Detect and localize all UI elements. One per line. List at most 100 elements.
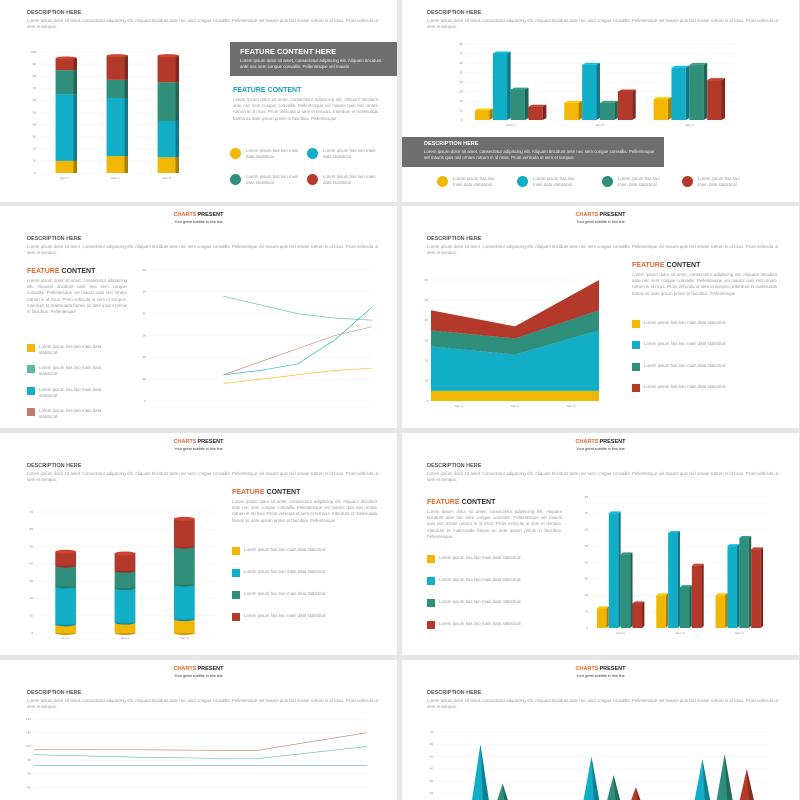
bar-top (727, 544, 740, 547)
line (33, 746, 368, 760)
x-tick-label: Item 2 (676, 631, 685, 635)
y-tick-label: 20 (585, 593, 589, 597)
bar-top (715, 593, 728, 596)
legend-icon (427, 621, 435, 629)
bar-side (665, 593, 669, 628)
x-tick-label: Item 2 (511, 404, 520, 408)
slide-header: CHARTSPRESENT (0, 666, 397, 672)
x-tick-label: Item 3 (735, 631, 744, 635)
bar-side (124, 79, 128, 98)
header-subtitle: Your great subtitle in this line (174, 220, 223, 224)
y-tick-label: 10 (585, 609, 589, 613)
legend-icon (27, 344, 35, 352)
slide: CHARTSPRESENT Your great subtitle in this… (402, 206, 799, 428)
cone (694, 759, 711, 800)
bar-top (600, 100, 618, 103)
bar-side (507, 51, 511, 120)
x-tick-label: Item 1 (61, 636, 70, 640)
legend-text: Lorem ipsum has two main data statistica… (644, 320, 726, 325)
chart: 0 10 20 30 40 50 60 70 80 90 100 Item 1 Item 2 Item 3 (31, 50, 192, 180)
bar-segment (55, 58, 74, 71)
y-tick-label: 50 (430, 754, 434, 758)
bar-top (582, 62, 600, 65)
y-tick-label: 0 (31, 631, 33, 635)
slide: CHARTSPRESENT Your great subtitle in this… (402, 433, 799, 655)
bar-side (736, 544, 740, 628)
y-tick-label: 70 (585, 511, 589, 515)
y-tick-label: 60 (30, 527, 34, 531)
description-text: Lorem ipsum dolor sit amet, consectetur … (27, 471, 379, 483)
y-tick-label: 80 (585, 495, 589, 499)
legend-icon (232, 613, 240, 621)
y-tick-label: 140 (26, 717, 31, 721)
bar-top (510, 87, 529, 90)
legend-text: Lorem ipsum has two main data statistica… (244, 569, 326, 574)
info-box: DESCRIPTION HERE Lorem ipsum dolor sit am… (402, 137, 664, 167)
cone-shade (502, 783, 508, 800)
line (223, 326, 373, 376)
chart: 0 10 20 30 40 50 60 70 80 Item 1 Item 2 Item 3 (460, 42, 734, 127)
bar-top (707, 78, 726, 81)
feature-rest: CONTENT (461, 499, 496, 506)
legend-text: Lorem ipsum has two main data statistica… (244, 591, 326, 596)
bar-side (542, 104, 547, 120)
bar-side (618, 511, 621, 628)
line (34, 732, 368, 751)
bar-top (680, 585, 692, 588)
y-tick-label: 70 (30, 510, 34, 514)
bar-segment (173, 584, 195, 620)
bar (653, 99, 668, 120)
feature-accent: FEATURE (632, 262, 665, 269)
y-tick-label: 10 (425, 379, 429, 383)
description-title: DESCRIPTION HERE (427, 690, 482, 696)
bar-top (620, 552, 633, 555)
y-tick-label: 0 (34, 171, 36, 175)
x-tick-label: Item 2 (111, 176, 120, 180)
header-accent: CHARTS (575, 439, 599, 445)
description-title: DESCRIPTION HERE (27, 10, 82, 16)
feature-title: FEATURE CONTENT (27, 268, 95, 275)
y-tick-label: 30 (33, 134, 37, 138)
area (431, 310, 599, 355)
bar (727, 546, 737, 628)
bar-side (73, 160, 77, 173)
y-tick-label: 50 (585, 544, 589, 548)
bar-segment (106, 79, 125, 98)
y-tick-label: 50 (33, 110, 37, 114)
header-accent: CHARTS (173, 666, 197, 672)
bar (620, 554, 631, 628)
slide: CHARTSPRESENT Your great subtitle in this… (0, 660, 397, 800)
legend-icon (230, 174, 241, 185)
y-tick-label: 40 (460, 80, 464, 84)
y-tick-label: 20 (425, 358, 429, 362)
bar-side (614, 100, 618, 120)
header-rest: PRESENT (599, 212, 626, 218)
slide-header: CHARTSPRESENT (402, 666, 799, 672)
cone-shade (613, 775, 621, 800)
bar-segment (157, 55, 176, 83)
slide: DESCRIPTION HERE Lorem ipsum dolor sit am… (0, 0, 397, 202)
slide-header: CHARTSPRESENT (402, 439, 799, 445)
feature-title: FEATURE CONTENT (427, 499, 495, 506)
legend-text: Lorem ipsum has two main data statistica… (39, 387, 102, 399)
bar-segment (173, 518, 195, 547)
bar-segment (106, 97, 125, 157)
header-subtitle: Your great subtitle in this line (576, 220, 625, 224)
y-tick-label: 0 (426, 399, 428, 403)
bar (617, 91, 633, 120)
bar-side (124, 55, 128, 80)
bar-segment (157, 82, 176, 121)
bar (608, 513, 619, 628)
legend-icon (517, 176, 528, 187)
bar (528, 106, 543, 120)
y-tick-label: 90 (33, 62, 37, 66)
bar-side (596, 62, 600, 120)
y-tick-label: 60 (585, 528, 589, 532)
header-subtitle: Your great subtitle in this line (576, 674, 625, 678)
bar-side (124, 97, 128, 157)
bar-side (73, 58, 77, 71)
chart: 0 10 20 30 40 50 60 (143, 268, 373, 403)
bar (668, 533, 678, 628)
bar-side (73, 94, 77, 161)
bar-side (760, 547, 764, 628)
